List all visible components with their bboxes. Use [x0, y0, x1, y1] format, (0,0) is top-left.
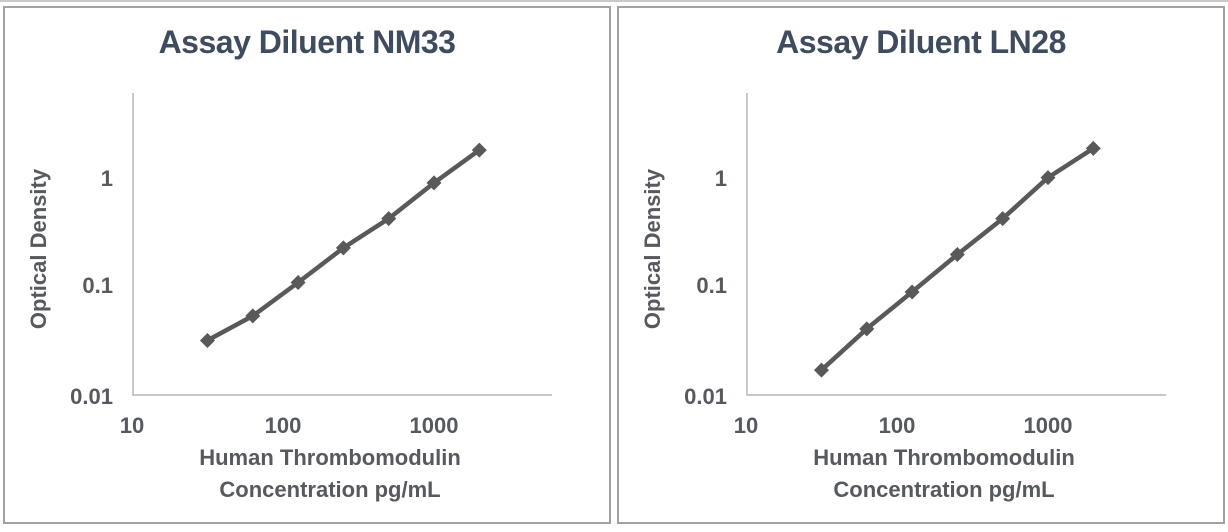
- y-axis-tick: 1: [714, 166, 727, 191]
- y-axis-label: Optical Density: [640, 168, 665, 330]
- data-point-marker: [471, 142, 487, 158]
- y-axis-tick: 0.1: [82, 273, 113, 298]
- data-point-marker: [904, 284, 920, 300]
- data-point-marker: [859, 321, 875, 337]
- x-axis-tick: 10: [119, 413, 145, 438]
- data-point-marker: [426, 175, 442, 191]
- line-chart-nm33: [132, 93, 552, 396]
- x-axis-label-line1: Human Thrombomodulin: [199, 445, 461, 470]
- data-point-marker: [381, 211, 397, 227]
- x-axis-tick: 1000: [409, 413, 459, 438]
- data-point-marker: [1085, 140, 1101, 156]
- y-axis-tick: 0.1: [696, 273, 727, 298]
- x-axis-label-line2: Concentration pg/mL: [833, 477, 1055, 502]
- data-point-marker: [995, 211, 1011, 227]
- axis-lines: [746, 93, 1166, 396]
- data-point-marker: [335, 240, 351, 256]
- x-axis-tick: 100: [264, 413, 302, 438]
- chart-title: Assay Diluent NM33: [158, 24, 456, 60]
- chart-panel-nm33: Assay Diluent NM33 1 0.1 0.01 10 100 100…: [3, 6, 611, 524]
- x-axis-tick: 1000: [1023, 413, 1073, 438]
- chart-title: Assay Diluent LN28: [776, 24, 1066, 60]
- data-point-marker: [1040, 170, 1056, 186]
- data-point-marker: [245, 308, 261, 324]
- y-axis-tick: 0.01: [684, 384, 727, 409]
- data-point-marker: [813, 362, 829, 378]
- x-axis-label-line2: Concentration pg/mL: [219, 477, 441, 502]
- y-axis-label: Optical Density: [26, 168, 51, 330]
- data-point-marker: [949, 246, 965, 262]
- y-axis-tick: 1: [100, 166, 113, 191]
- x-axis-tick: 100: [878, 413, 916, 438]
- y-axis-tick: 0.01: [70, 384, 113, 409]
- chart-panel-ln28: Assay Diluent LN28 1 0.1 0.01 10 100 100…: [617, 6, 1225, 524]
- axis-lines: [132, 93, 552, 396]
- data-point-marker: [290, 275, 306, 291]
- data-point-marker: [199, 332, 215, 348]
- window-top-edge: [0, 0, 1228, 2]
- line-chart-ln28: [746, 93, 1166, 396]
- x-axis-label-line1: Human Thrombomodulin: [813, 445, 1075, 470]
- x-axis-tick: 10: [733, 413, 759, 438]
